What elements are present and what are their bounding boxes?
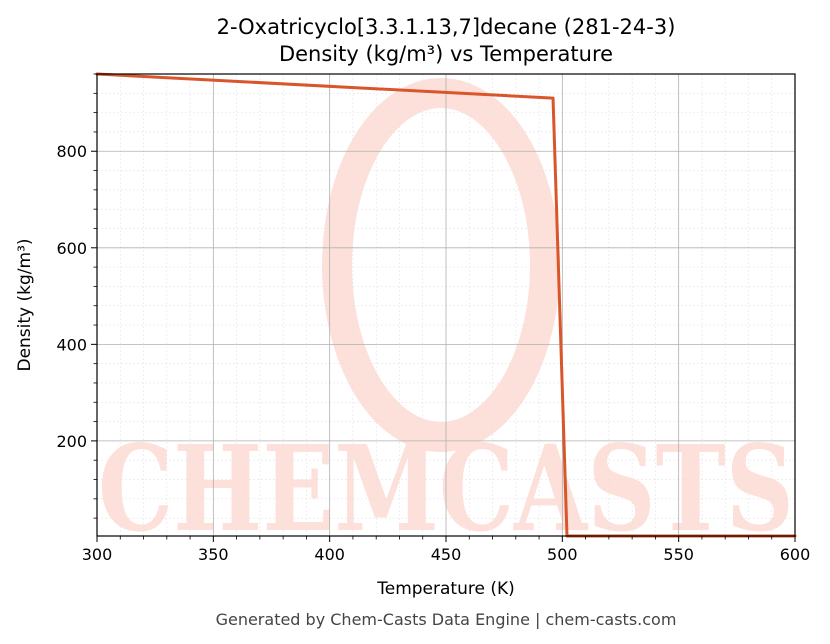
x-tick-label: 600 [780,545,811,564]
x-tick-label: 300 [82,545,113,564]
x-axis-ticks: 300 350 400 450 500 550 600 [82,536,811,564]
x-tick-label: 550 [663,545,694,564]
footer-credit: Generated by Chem-Casts Data Engine | ch… [216,610,677,629]
x-tick-label: 400 [314,545,345,564]
y-tick-label: 200 [56,432,87,451]
x-axis-label: Temperature (K) [376,579,515,599]
y-axis-ticks: 200 400 600 800 [56,73,97,519]
chart-subtitle: Density (kg/m³) vs Temperature [279,42,613,66]
x-tick-label: 500 [547,545,578,564]
y-axis-label: Density (kg/m³) [15,238,35,371]
x-tick-label: 450 [431,545,462,564]
y-tick-label: 400 [56,335,87,354]
chart-title: 2-Oxatricyclo[3.3.1.13,7]decane (281-24-… [217,15,676,39]
x-tick-label: 350 [198,545,229,564]
y-tick-label: 800 [56,142,87,161]
y-tick-label: 600 [56,239,87,258]
